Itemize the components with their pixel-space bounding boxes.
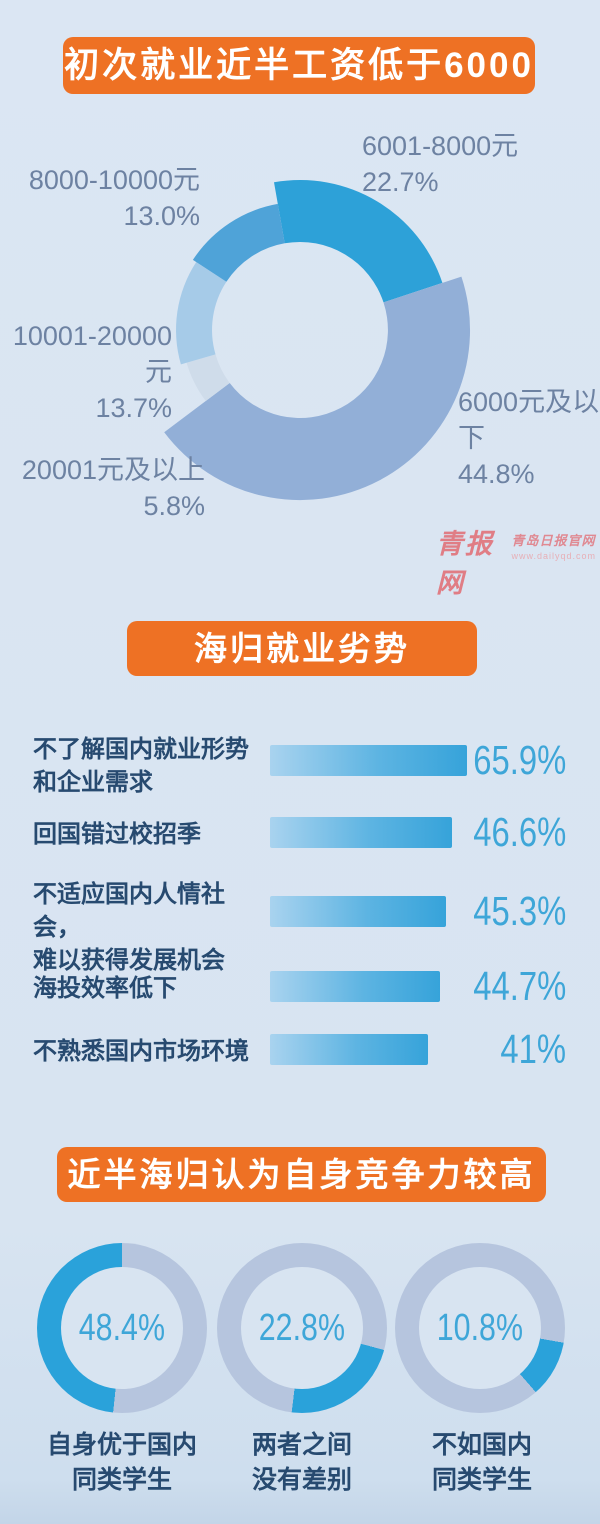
- bar-percent: 65.9%: [440, 737, 566, 783]
- qingbaowang-subtitle: 青岛日报官网: [511, 533, 596, 548]
- bar-percent: 44.7%: [440, 963, 566, 1009]
- bar-label-line: 回国错过校招季: [33, 821, 201, 848]
- qingbaowang-url: www.dailyqd.com: [511, 551, 596, 561]
- ring-label: 不如国内 同类学生: [392, 1428, 572, 1498]
- salary-donut-segment: [176, 262, 227, 365]
- ring-percent-value: 48.4%: [78, 1306, 166, 1349]
- bar-percent-value: 41%: [500, 1026, 566, 1072]
- pie-label-name: 8000-10000元: [28, 165, 200, 195]
- pie-label-8000-10000: 8000-10000元 13.0%: [29, 162, 200, 234]
- pie-label-pct: 13.0%: [123, 201, 200, 231]
- competitiveness-ring: 10.8%: [395, 1243, 565, 1413]
- ring-hole: [241, 1267, 363, 1389]
- bar-percent-value: 44.7%: [472, 963, 566, 1009]
- disadvantage-bar-fill: [270, 971, 440, 1002]
- disadvantage-bar-fill: [270, 817, 452, 848]
- bar-percent: 46.6%: [440, 809, 566, 855]
- bar-label-line: 海投效率低下: [33, 975, 177, 1002]
- bar-percent-value: 46.6%: [472, 809, 566, 855]
- pie-label-pct: 13.7%: [95, 393, 172, 423]
- ring-label-line: 两者之间: [251, 1431, 352, 1459]
- disadvantage-section-banner: 海归就业劣势: [127, 621, 477, 676]
- qingbaowang-logo-text: 青报网: [436, 529, 494, 598]
- ring-label-line: 同类学生: [71, 1466, 172, 1494]
- bar-label-line: 不适应国内人情社会，: [33, 881, 225, 941]
- bar-label-line: 不熟悉国内市场环境: [33, 1038, 249, 1065]
- bar-row-label: 不了解国内就业形势 和企业需求: [33, 733, 271, 799]
- ring-label-line: 不如国内: [431, 1431, 532, 1459]
- ring-percent-value: 10.8%: [436, 1306, 524, 1349]
- bar-percent: 41%: [440, 1026, 566, 1072]
- pie-label-pct: 5.8%: [143, 491, 205, 521]
- competitiveness-ring: 22.8%: [217, 1243, 387, 1413]
- pie-label-20001-up: 20001元及以上 5.8%: [22, 452, 205, 524]
- pie-label-name: 20001元及以上: [21, 455, 205, 485]
- competitiveness-section-banner: 近半海归认为自身竞争力较高: [57, 1147, 546, 1202]
- disadvantage-bar-fill: [270, 896, 446, 927]
- salary-donut-segment: [192, 203, 285, 282]
- ring-hole: [61, 1267, 183, 1389]
- ring-label: 自身优于国内 同类学生: [32, 1428, 212, 1498]
- ring-percent: 22.8%: [217, 1243, 387, 1413]
- pie-label-10001-20000: 10001-20000元 13.7%: [0, 318, 172, 426]
- pie-label-pct: 22.7%: [362, 167, 439, 197]
- salary-donut-svg: [164, 180, 471, 501]
- ring-label: 两者之间 没有差别: [212, 1428, 392, 1498]
- bar-percent-value: 65.9%: [472, 737, 566, 783]
- pie-label-name: 10001-20000元: [12, 321, 172, 387]
- competitiveness-ring: 48.4%: [37, 1243, 207, 1413]
- disadvantage-bar-fill: [270, 1034, 428, 1065]
- ring-label-line: 自身优于国内: [46, 1431, 197, 1459]
- disadvantage-bar-fill: [270, 745, 467, 776]
- pie-label-name: 6001-8000元: [362, 131, 519, 161]
- ring-percent: 10.8%: [395, 1243, 565, 1413]
- bar-percent: 45.3%: [440, 888, 566, 934]
- bar-label-line: 不了解国内就业形势: [33, 736, 249, 763]
- pie-label-6000-below: 6000元及以下 44.8%: [458, 384, 600, 492]
- bar-row-label: 不熟悉国内市场环境: [33, 1035, 271, 1068]
- ring-percent: 48.4%: [37, 1243, 207, 1413]
- pie-label-name: 6000元及以下: [458, 387, 600, 453]
- bar-label-line: 难以获得发展机会: [33, 947, 225, 974]
- pie-label-6001-8000: 6001-8000元 22.7%: [362, 128, 518, 200]
- ring-label-line: 没有差别: [251, 1466, 352, 1494]
- pie-label-pct: 44.8%: [458, 459, 535, 489]
- ring-hole: [419, 1267, 541, 1389]
- qingbaowang-watermark: 青报网 青岛日报官网 www.dailyqd.com: [436, 522, 596, 600]
- salary-donut-segment: [274, 180, 443, 303]
- bar-row-label: 不适应国内人情社会， 难以获得发展机会: [33, 878, 271, 977]
- salary-donut-segment: [186, 354, 230, 401]
- salary-section-banner: 初次就业近半工资低于6000: [63, 37, 535, 94]
- ring-percent-value: 22.8%: [258, 1306, 346, 1349]
- bar-row-label: 海投效率低下: [33, 972, 271, 1005]
- bar-row-label: 回国错过校招季: [33, 818, 271, 851]
- bar-percent-value: 45.3%: [472, 888, 566, 934]
- ring-label-line: 同类学生: [431, 1466, 532, 1494]
- salary-donut-segment: [164, 276, 471, 501]
- bar-label-line: 和企业需求: [33, 769, 153, 796]
